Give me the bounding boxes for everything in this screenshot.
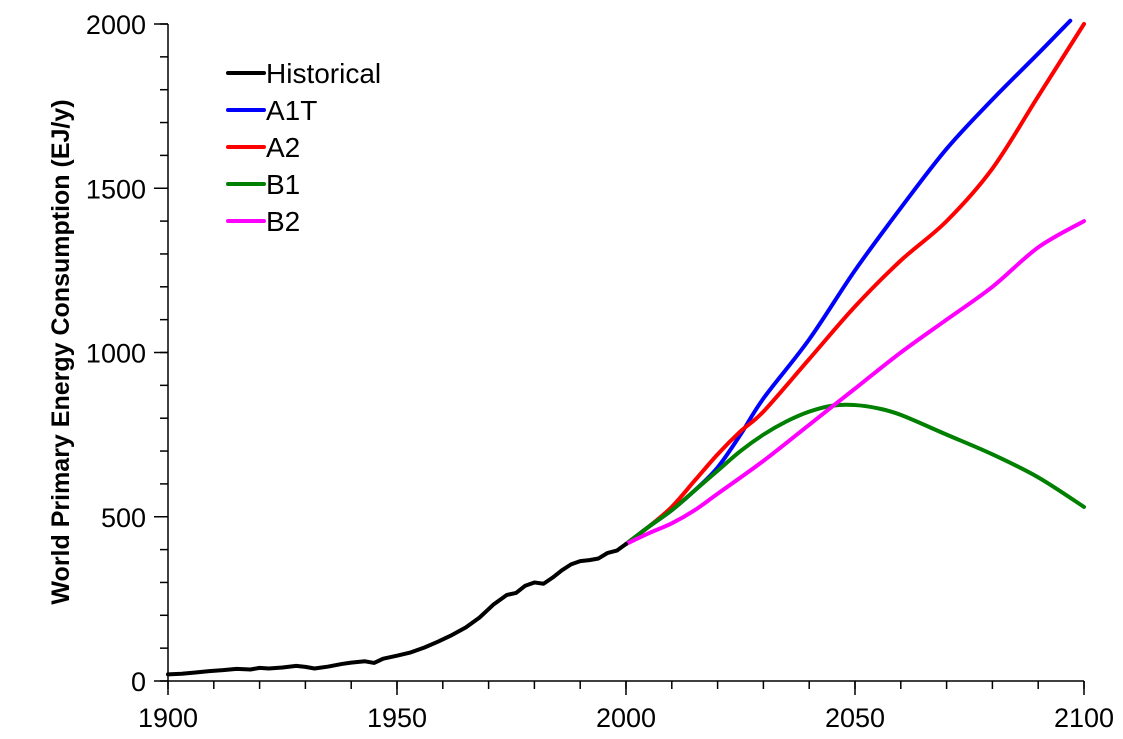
legend-label-historical: Historical bbox=[266, 58, 381, 89]
legend-label-a1t: A1T bbox=[266, 95, 317, 126]
legend-label-a2: A2 bbox=[266, 132, 300, 163]
legend-item-historical: Historical bbox=[226, 58, 381, 89]
series-line-b2 bbox=[624, 219, 1086, 547]
series-line-historical bbox=[166, 542, 628, 677]
x-tick-label: 1950 bbox=[367, 703, 427, 733]
x-tick-label: 2050 bbox=[825, 703, 885, 733]
y-tick-label: 1000 bbox=[86, 339, 146, 369]
x-tick-label: 1900 bbox=[138, 703, 198, 733]
y-tick-label: 0 bbox=[131, 667, 146, 697]
plot-area bbox=[168, 24, 1084, 681]
legend-item-b1: B1 bbox=[226, 169, 300, 200]
series-layer bbox=[166, 18, 1086, 677]
y-tick-label: 1500 bbox=[86, 174, 146, 204]
legend-label-b1: B1 bbox=[266, 169, 300, 200]
legend-label-b2: B2 bbox=[266, 206, 300, 237]
legend-item-a1t: A1T bbox=[226, 95, 317, 126]
x-tick-label: 2100 bbox=[1054, 703, 1114, 733]
series-line-b1 bbox=[624, 402, 1086, 547]
x-tick-label: 2000 bbox=[596, 703, 656, 733]
y-tick-label: 2000 bbox=[86, 10, 146, 40]
legend-item-a2: A2 bbox=[226, 132, 300, 163]
legend-item-b2: B2 bbox=[226, 206, 300, 237]
series-line-a2 bbox=[624, 22, 1086, 547]
axes-layer: 0 500 1000 1500 2000 1900 1950 2000 2050 2100 bbox=[86, 10, 1114, 733]
y-tick-label: 500 bbox=[101, 503, 146, 533]
y-axis-title: World Primary Energy Consumption (EJ/y) bbox=[47, 99, 75, 604]
legend: Historical A1T A2 B1 B2 bbox=[226, 58, 381, 237]
